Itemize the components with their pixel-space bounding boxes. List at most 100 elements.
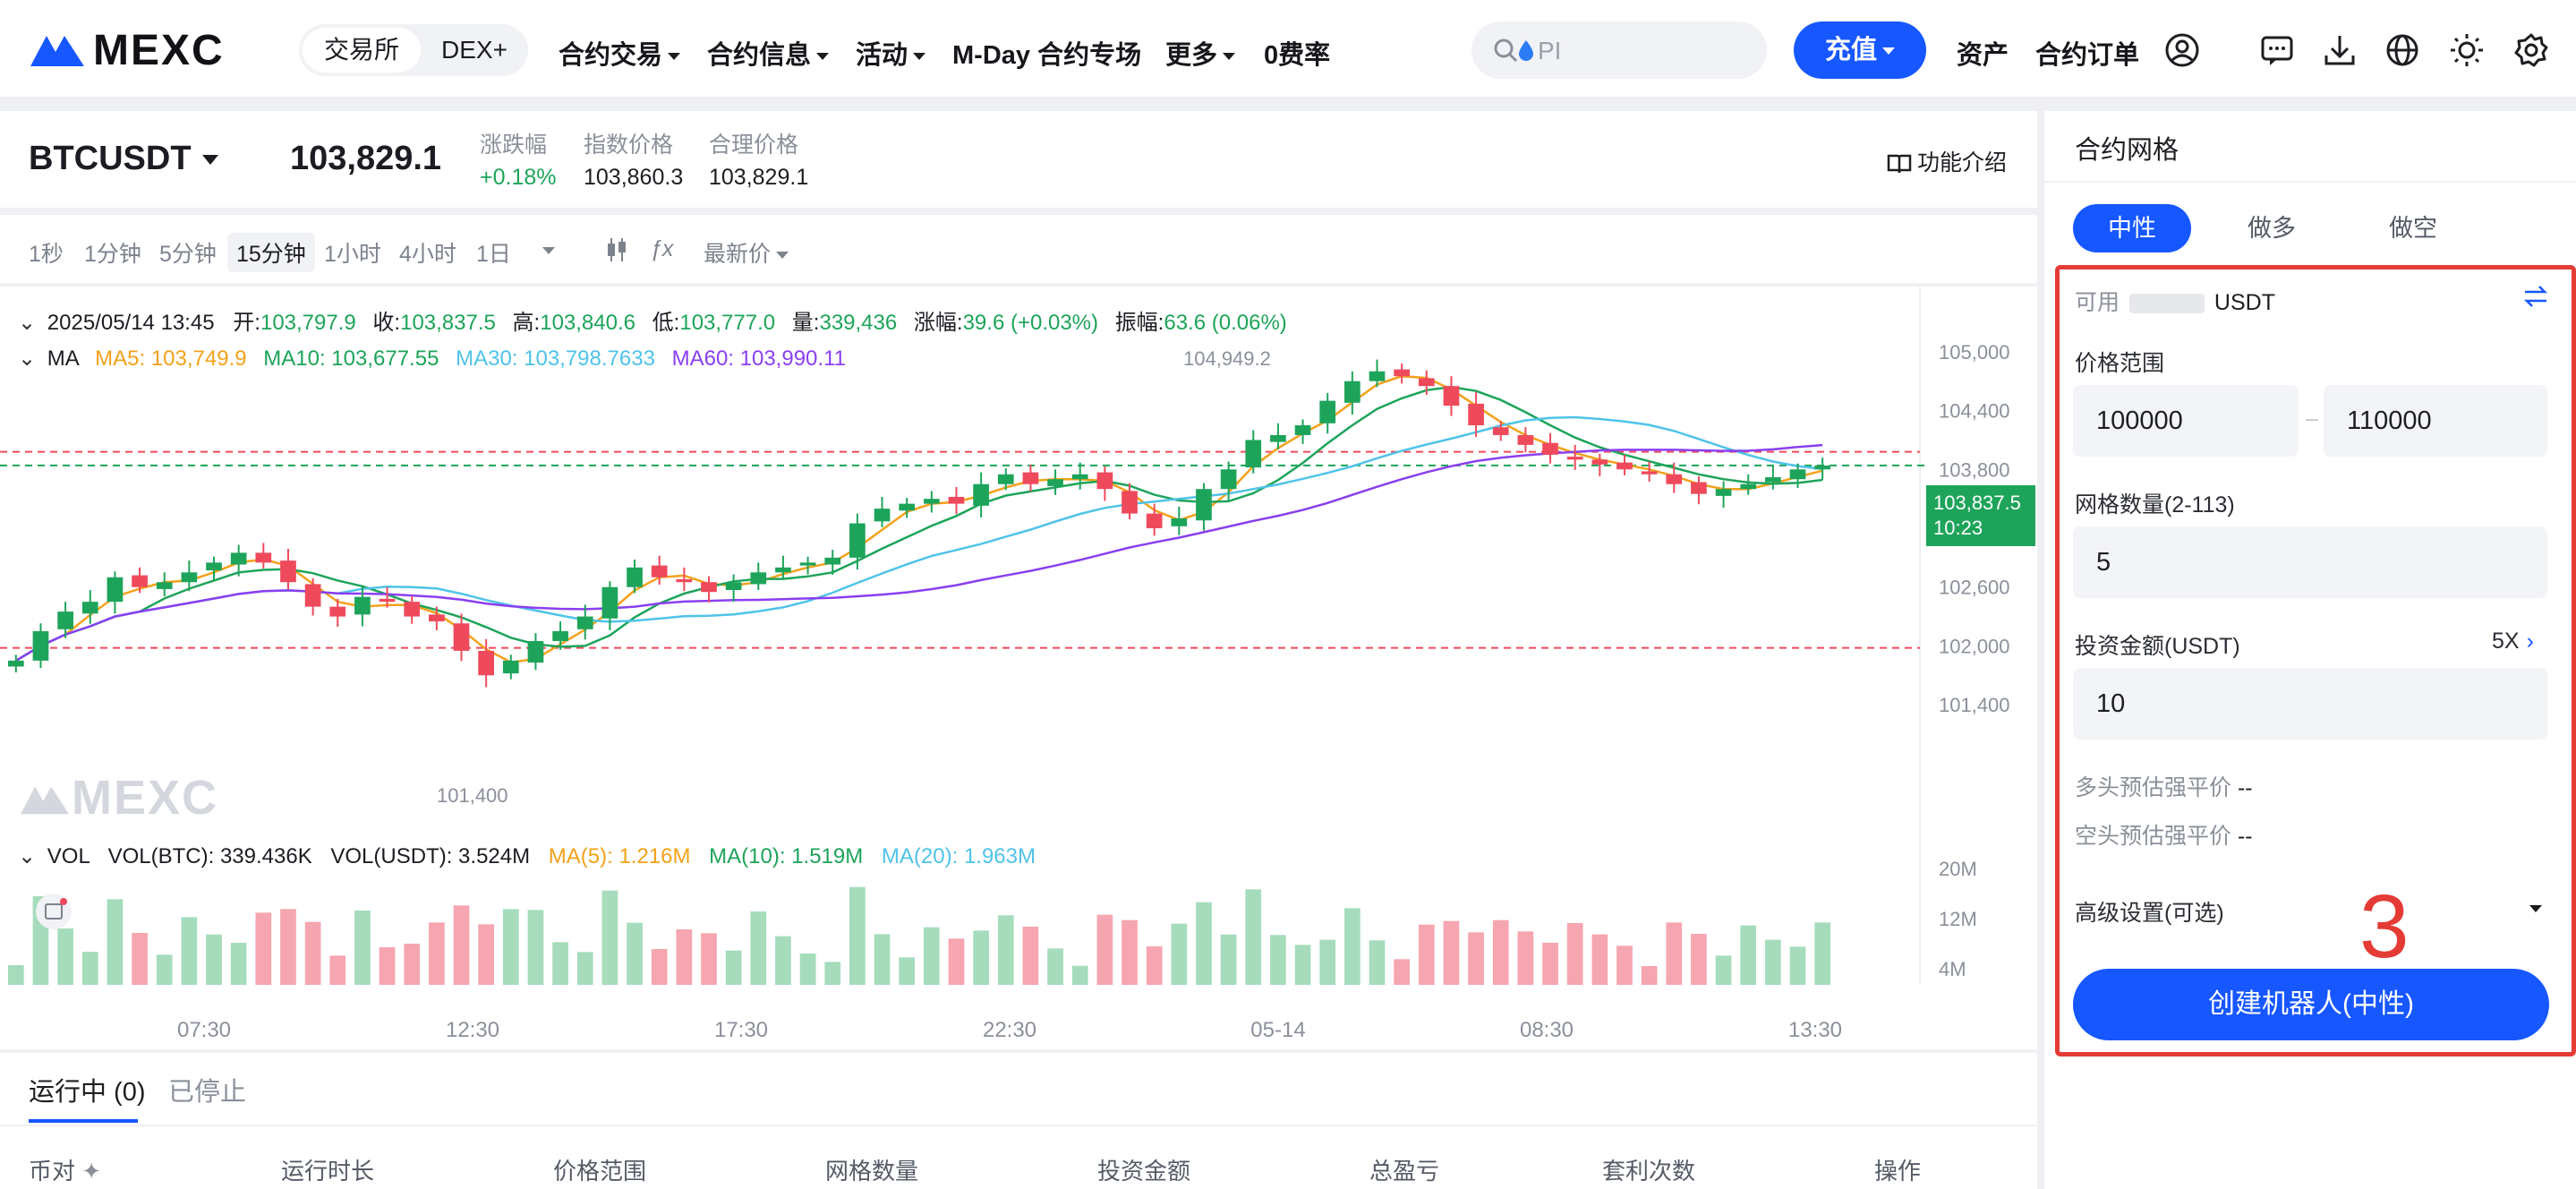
candle-body: [676, 578, 693, 583]
tf-1m[interactable]: 1分钟: [84, 242, 141, 267]
create-bot-button[interactable]: 创建机器人(中性): [2073, 969, 2549, 1040]
tab-neutral[interactable]: 中性: [2073, 204, 2191, 252]
col-arbitrage-count: 套利次数: [1602, 1158, 1696, 1185]
user-icon[interactable]: [2164, 32, 2200, 68]
step-annotation: 3: [2359, 877, 2410, 977]
gear-icon[interactable]: [2513, 32, 2549, 68]
candle-body: [1715, 489, 1732, 496]
download-icon[interactable]: [2322, 32, 2358, 68]
investment-label: 投资金额(USDT): [2075, 634, 2240, 659]
nav-contract-info[interactable]: 合约信息: [707, 34, 830, 72]
tab-short[interactable]: 做空: [2389, 215, 2437, 242]
transfer-icon[interactable]: [2522, 283, 2549, 310]
leverage-selector[interactable]: 5X ›: [2492, 629, 2534, 654]
price-low-input[interactable]: 100000: [2073, 385, 2299, 457]
chevron-down-icon: [776, 252, 789, 260]
candle-body: [923, 499, 940, 504]
candle-body: [849, 523, 866, 558]
pin-icon: ✦: [81, 1158, 102, 1185]
investment-input[interactable]: 10: [2073, 668, 2547, 740]
globe-icon[interactable]: [2384, 32, 2420, 68]
time-axis-label: 05-14: [1250, 1018, 1305, 1042]
message-icon[interactable]: [2259, 32, 2295, 68]
volume-axis-label: 4M: [1939, 958, 1966, 980]
tab-long[interactable]: 做多: [2248, 215, 2296, 242]
volume-bar: [57, 928, 73, 985]
volume-bar: [527, 910, 544, 985]
drop-icon: [1519, 40, 1533, 61]
tf-4h[interactable]: 4小时: [399, 242, 456, 267]
volume-bar: [775, 936, 791, 985]
volume-bar: [304, 921, 321, 985]
price-chart[interactable]: ⌄ 2025/05/14 13:45 开:103,797.9 收:103,837…: [0, 287, 2037, 1049]
volume-bar: [1814, 922, 1831, 985]
chevron-down-icon: [1223, 53, 1236, 61]
candle-body: [1740, 483, 1757, 490]
candle-body: [1418, 378, 1435, 387]
candle-body: [1591, 459, 1608, 465]
nav-mday[interactable]: M-Day 合约专场: [952, 41, 1142, 70]
volume-bar: [1715, 955, 1732, 985]
candle-body: [1765, 477, 1781, 483]
grid-count-input[interactable]: 5: [2073, 526, 2547, 598]
nav-more[interactable]: 更多: [1165, 34, 1236, 72]
balance-hidden: [2128, 294, 2205, 313]
search-input[interactable]: PI: [1471, 21, 1767, 79]
volume-bar: [502, 909, 519, 985]
short-liq-price: 空头预估强平价 --: [2075, 824, 2253, 849]
nav-zero-fee[interactable]: 0费率: [1264, 41, 1331, 70]
tf-more-chevron-icon[interactable]: [542, 247, 555, 254]
tab-running[interactable]: 运行中 (0): [29, 1078, 146, 1107]
tf-1d[interactable]: 1日: [476, 242, 511, 267]
chevron-down-icon[interactable]: [2529, 905, 2542, 912]
nav-contract-orders[interactable]: 合约订单: [2035, 41, 2140, 70]
dex-tab[interactable]: DEX+: [441, 36, 508, 64]
exchange-tab[interactable]: 交易所: [303, 28, 421, 73]
volume-bar: [1196, 902, 1212, 985]
candle-body: [997, 474, 1014, 484]
tf-5m[interactable]: 5分钟: [159, 242, 217, 267]
tab-stopped[interactable]: 已停止: [168, 1078, 247, 1107]
collapse-chevron-icon: ⌄: [18, 311, 37, 335]
volume-bar: [156, 954, 173, 985]
sun-icon[interactable]: [2449, 32, 2485, 68]
ma10-line: [15, 385, 1823, 662]
nav-assets[interactable]: 资产: [1957, 41, 2009, 70]
chevron-down-icon: [201, 155, 218, 166]
candle-body: [725, 582, 742, 590]
volume-bar: [1071, 965, 1088, 985]
volume-bar: [1641, 966, 1658, 985]
candle-body: [1394, 369, 1410, 377]
candle-body: [255, 552, 272, 563]
mexc-logo-icon: [30, 36, 84, 66]
tf-1s[interactable]: 1秒: [29, 242, 64, 267]
mexc-logo[interactable]: MEXC: [29, 25, 225, 75]
nav-events[interactable]: 活动: [856, 34, 926, 72]
advanced-settings-toggle[interactable]: 高级设置(可选): [2075, 901, 2224, 926]
candlestick-icon[interactable]: [603, 236, 630, 263]
volume-bar: [1789, 946, 1806, 985]
volume-bar: [1122, 920, 1138, 985]
indicator-fx-icon[interactable]: ƒx: [650, 236, 674, 261]
volume-bar: [132, 933, 148, 985]
symbol-selector[interactable]: BTCUSDT: [29, 140, 218, 178]
tf-15m[interactable]: 15分钟: [227, 233, 315, 272]
volume-bar: [725, 950, 742, 985]
candle-body: [627, 567, 643, 587]
candle-body: [899, 503, 916, 511]
price-type-select[interactable]: 最新价: [704, 236, 789, 269]
alarm-button[interactable]: [36, 894, 72, 929]
fair-price-label: 合理价格: [709, 133, 799, 158]
deposit-button[interactable]: 充值: [1794, 21, 1926, 79]
nav-futures[interactable]: 合约交易: [559, 34, 681, 72]
price-high-input[interactable]: 110000: [2324, 385, 2547, 457]
candle-body: [107, 577, 124, 603]
candle-body: [1814, 465, 1831, 470]
volume-bar: [1492, 920, 1509, 985]
ticker-bar: BTCUSDT 103,829.1 涨跌幅 +0.18% 指数价格 103,86…: [0, 111, 2037, 208]
chevron-down-icon: [913, 53, 926, 61]
feature-intro-link[interactable]: 功能介绍: [1887, 145, 2007, 177]
tf-1h[interactable]: 1小时: [324, 242, 381, 267]
candle-body: [1369, 371, 1386, 381]
volume-bar: [329, 955, 346, 985]
